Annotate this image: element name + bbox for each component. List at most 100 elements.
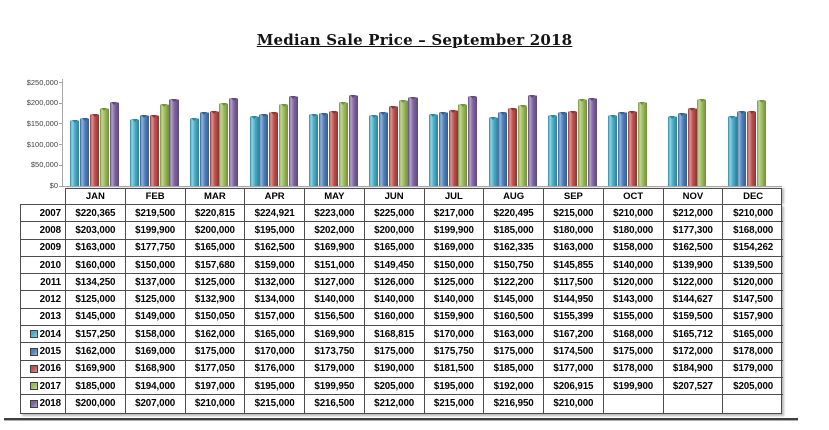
bar-2015-dec (737, 111, 747, 186)
value-cell-2018-nov (664, 395, 724, 413)
bar-top-notch (499, 112, 506, 116)
value-cell-2014-mar: $162,000 (185, 326, 246, 344)
year-label: 2008 (39, 224, 62, 236)
year-cell-2009: 2009 (21, 239, 66, 257)
bar-2017-nov (697, 98, 707, 186)
value-cell-2015-oct: $175,000 (603, 343, 664, 361)
y-axis-tick-mark (59, 144, 63, 146)
bar-group-oct (603, 82, 663, 186)
value-cell-2009-aug: $162,335 (484, 239, 544, 257)
bar-top-notch (280, 103, 287, 107)
bar-2018-jul (468, 95, 478, 186)
column-header-nov: NOV (664, 189, 724, 204)
value-cell-2016-oct: $178,000 (603, 360, 664, 378)
value-cell-2010-feb: $150,000 (125, 256, 186, 275)
value-cell-2011-feb: $137,000 (125, 274, 186, 292)
bar-2015-sep (558, 112, 568, 186)
bar-2016-dec (747, 110, 757, 186)
bar-2016-feb (149, 114, 159, 186)
value-cell-2016-nov: $184,900 (663, 360, 724, 378)
year-cell-2011: 2011 (21, 274, 66, 292)
bar-group-jun (364, 82, 424, 186)
bar-2017-apr (279, 103, 289, 186)
value-cell-2008-feb: $199,900 (125, 222, 186, 240)
bar-top-notch (370, 114, 377, 118)
value-cell-2018-sep: $210,000 (544, 395, 604, 413)
value-cell-2014-feb: $158,000 (125, 326, 186, 344)
y-axis-tick-mark (59, 123, 63, 125)
bar-2018-jan (109, 101, 119, 186)
bar-group-jul (424, 82, 484, 186)
year-label: 2009 (39, 242, 62, 254)
bar-2015-mar (199, 112, 209, 186)
bar-2017-feb (159, 104, 169, 186)
y-axis-tick-label: $100,000 (26, 139, 58, 149)
bottom-rule (4, 418, 798, 421)
bar-2014-jun (369, 114, 379, 186)
value-cell-2008-nov: $177,300 (663, 222, 724, 240)
bar-top-notch (151, 114, 158, 118)
column-header-jun: JUN (365, 189, 425, 204)
bar-2017-jan (99, 108, 109, 186)
bar-top-notch (609, 115, 616, 119)
bar-top-notch (91, 114, 98, 118)
bar-2015-oct (617, 112, 627, 186)
value-cell-2008-apr: $195,000 (245, 222, 305, 240)
value-cell-2008-jun: $200,000 (364, 222, 425, 240)
bar-top-notch (141, 114, 148, 118)
value-cell-2008-may: $202,000 (305, 222, 365, 240)
bar-2017-aug (518, 105, 528, 186)
bar-2014-jan (70, 119, 80, 186)
value-cell-2018-aug: $216,950 (484, 395, 544, 413)
year-cell-2010: 2010 (21, 256, 66, 275)
value-cell-2016-mar: $177,050 (185, 360, 246, 378)
bar-group-may (304, 82, 364, 186)
bar-2017-may (338, 101, 348, 186)
value-cell-2009-jan: $163,000 (66, 239, 126, 257)
value-cell-2018-jun: $212,000 (365, 395, 425, 413)
value-cell-2018-mar: $210,000 (186, 395, 246, 413)
bar-2014-mar (189, 117, 199, 186)
bar-top-notch (629, 111, 636, 114)
value-cell-2015-dec: $178,000 (723, 343, 783, 361)
value-cell-2009-apr: $162,500 (245, 239, 305, 257)
bar-top-notch (639, 101, 646, 105)
bar-2015-jul (438, 111, 448, 186)
year-cell-2014: 2014 (21, 326, 66, 344)
bar-top-notch (320, 112, 327, 116)
bar-top-notch (131, 119, 138, 123)
bar-top-notch (380, 112, 387, 116)
y-axis-line (62, 79, 63, 186)
y-axis-tick-label: $200,000 (26, 98, 58, 108)
bar-top-notch (409, 96, 416, 100)
column-header-sep: SEP (544, 189, 604, 204)
value-cell-2009-may: $169,900 (305, 239, 365, 257)
year-cell-2015: 2015 (21, 343, 66, 361)
bar-top-notch (191, 117, 198, 121)
bar-plot-area (65, 82, 782, 186)
bar-top-notch (270, 111, 277, 115)
bar-top-notch (310, 114, 317, 118)
value-cell-2007-jan: $220,365 (66, 205, 126, 223)
y-axis-tick-label: $250,000 (26, 77, 58, 87)
value-cell-2012-dec: $147,500 (723, 291, 783, 309)
bar-top-notch (81, 117, 88, 121)
bar-top-notch (748, 110, 755, 114)
bar-top-notch (689, 108, 696, 112)
value-cell-2012-may: $140,000 (305, 291, 365, 309)
value-cell-2007-apr: $224,921 (245, 205, 305, 223)
bar-group-nov (663, 82, 723, 186)
value-cell-2010-jan: $160,000 (66, 256, 126, 275)
value-cell-2018-feb: $207,000 (126, 395, 186, 413)
bar-2017-mar (219, 103, 229, 186)
value-cell-2010-nov: $139,900 (663, 256, 724, 275)
bar-top-notch (161, 104, 168, 108)
year-label: 2012 (39, 294, 62, 306)
value-cell-2015-may: $173,750 (305, 343, 365, 361)
bar-top-notch (619, 112, 626, 116)
table-body: 2007 $220,365 $219,500 $220,815 $224,921 $223… (20, 204, 783, 414)
bar-2014-sep (548, 115, 558, 186)
value-cell-2007-mar: $220,815 (185, 205, 246, 223)
bar-top-notch (350, 94, 357, 98)
value-cell-2007-sep: $215,000 (544, 205, 604, 223)
